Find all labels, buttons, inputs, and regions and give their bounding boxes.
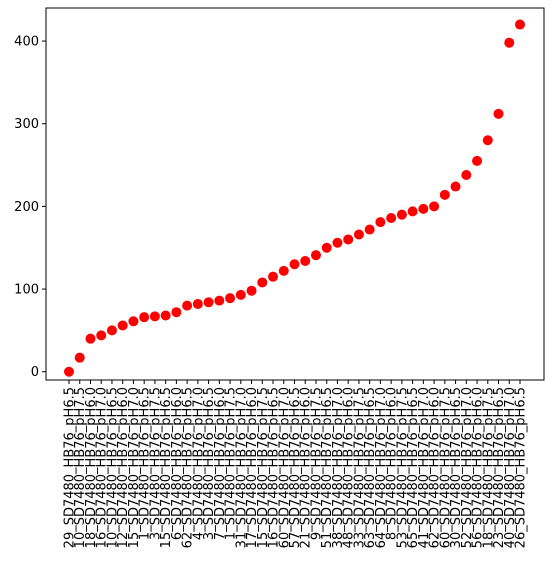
data-point	[364, 224, 375, 235]
data-point	[246, 285, 257, 296]
data-point	[96, 330, 107, 341]
data-point	[257, 277, 268, 288]
data-point	[482, 135, 493, 146]
data-point	[353, 229, 364, 240]
data-point	[439, 189, 450, 200]
x-tick-label: 52_SD7480_HB76_pH7.0	[460, 387, 475, 548]
x-tick-label: 63_SD7480_HB76_pH6.5	[363, 387, 378, 548]
y-tick-label: 300	[14, 117, 39, 132]
x-tick-label: 6_SD7480_HB76_pH6.0	[170, 387, 185, 540]
data-point	[117, 320, 128, 331]
x-tick-label: 3_SD7480_HB76_pH6.5	[202, 387, 217, 540]
y-tick-label: 100	[14, 283, 39, 298]
x-tick-label: 21_SD7480_HB76_pH6.0	[299, 387, 314, 548]
x-tick-label: 17_SD7480_HB76_pH6.0	[245, 387, 260, 548]
x-tick-label: 60_SD7480_HB76_pH7.5	[438, 387, 453, 548]
x-tick-label: 15_SD7480_HB76_pH7.0	[127, 387, 142, 548]
y-axis: 0 100 200 300 400	[14, 35, 46, 380]
data-point	[300, 255, 311, 266]
data-point	[128, 316, 139, 327]
x-tick-label: 30_SD7480_HB76_pH6.5	[449, 387, 464, 548]
x-tick-label: 10_SD7480_HB76_pH6.5	[105, 387, 120, 548]
data-point	[493, 108, 504, 119]
data-point	[450, 181, 461, 192]
data-point	[375, 217, 386, 228]
x-tick-label: 31_SD7480_HB76_pH7.0	[234, 387, 249, 548]
x-tick-label: 9_SD7480_HB76_pH7.5	[309, 387, 324, 540]
y-tick-label: 400	[14, 35, 39, 50]
x-tick-label: 41_SD7480_HB76_pH7.0	[417, 387, 432, 548]
data-point	[225, 293, 236, 304]
x-tick-label: 51_SD7480_HB76_pH6.5	[320, 387, 335, 548]
data-point	[386, 212, 397, 223]
x-tick-label: 15_SD7480_HB76_pH7.5	[256, 387, 271, 548]
data-point	[429, 201, 440, 212]
x-tick-label: 7_SD7480_HB76_pH6.0	[213, 387, 228, 540]
data-point	[74, 352, 85, 363]
x-tick-label: 1_SD7480_HB76_pH7.5	[224, 387, 239, 540]
data-point	[504, 37, 515, 48]
data-point	[268, 271, 279, 282]
x-tick-label: 65_SD7480_HB76_pH6.5	[406, 387, 421, 548]
x-tick-label: 18_SD7480_HB76_pH7.5	[481, 387, 496, 548]
data-point	[407, 206, 418, 217]
x-tick-label: 16_SD7480_HB76_pH7.0	[95, 387, 110, 548]
x-tick-label: 60_SD7480_HB76_pH7.0	[277, 387, 292, 548]
x-tick-label: 23_SD7480_HB76_pH6.5	[492, 387, 507, 548]
x-tick-label: 3_SD7480_HB76_pH7.5	[148, 387, 163, 540]
data-point	[160, 310, 171, 321]
x-tick-label: 33_SD7480_HB76_pH7.5	[352, 387, 367, 548]
x-tick-label: 38_SD7480_HB76_pH7.0	[331, 387, 346, 548]
x-tick-label: 12_SD7480_HB76_pH6.0	[116, 387, 131, 548]
data-point	[472, 155, 483, 166]
data-point	[214, 295, 225, 306]
data-point	[418, 203, 429, 214]
x-tick-label: 16_SD7480_HB76_pH6.5	[267, 387, 282, 548]
x-tick-label: 62_SD7480_HB76_pH6.0	[428, 387, 443, 548]
x-tick-label: 57_SD7480_HB76_pH6.5	[288, 387, 303, 548]
data-point	[192, 298, 203, 309]
data-points	[64, 19, 525, 377]
x-tick-label: 48_SD7480_HB76_pH6.0	[342, 387, 357, 548]
x-tick-label: 40_SD7480_HB76_pH7.0	[503, 387, 518, 548]
data-point	[235, 289, 246, 300]
y-tick-label: 0	[31, 365, 39, 380]
x-tick-label: 64_SD7480_HB76_pH7.0	[374, 387, 389, 548]
x-tick-label: 62_SD7480_HB76_pH6.5	[181, 387, 196, 548]
data-point	[515, 19, 525, 30]
data-point	[139, 312, 150, 323]
data-point	[396, 209, 407, 220]
data-point	[461, 169, 472, 180]
x-tick-label: 10_SD7480_HB76_pH7.5	[73, 387, 88, 548]
x-tick-label: 26_SD7480_HB76_pH6.5	[514, 387, 529, 548]
x-tick-label: 1_SD7480_HB76_pH6.5	[138, 387, 153, 540]
x-tick-label: 4_SD7480_HB76_pH7.0	[191, 387, 206, 540]
data-point	[182, 300, 193, 311]
data-point	[106, 325, 117, 336]
x-tick-label: 53_SD7480_HB76_pH7.5	[395, 387, 410, 548]
x-tick-label: 29_SD7480_HB76_pH6.5	[63, 387, 78, 548]
x-tick-label: 56_SD7480_HB76_pH6.0	[471, 387, 486, 548]
data-point	[321, 242, 332, 253]
x-axis: 29_SD7480_HB76_pH6.510_SD7480_HB76_pH7.5…	[63, 380, 529, 548]
x-tick-label: 18_SD7480_HB76_pH6.0	[84, 387, 99, 548]
data-point	[289, 259, 300, 270]
data-point	[310, 250, 321, 261]
x-tick-label: 8_SD7480_HB76_pH6.0	[385, 387, 400, 540]
data-point	[332, 237, 343, 248]
data-point	[64, 366, 74, 377]
data-point	[343, 234, 354, 245]
data-point	[278, 265, 289, 276]
data-point	[203, 297, 214, 308]
data-point	[149, 311, 160, 322]
data-point	[171, 307, 182, 318]
x-tick-label: 15_SD7480_HB76_pH6.5	[159, 387, 174, 548]
y-tick-label: 200	[14, 200, 39, 215]
data-point	[85, 333, 96, 344]
